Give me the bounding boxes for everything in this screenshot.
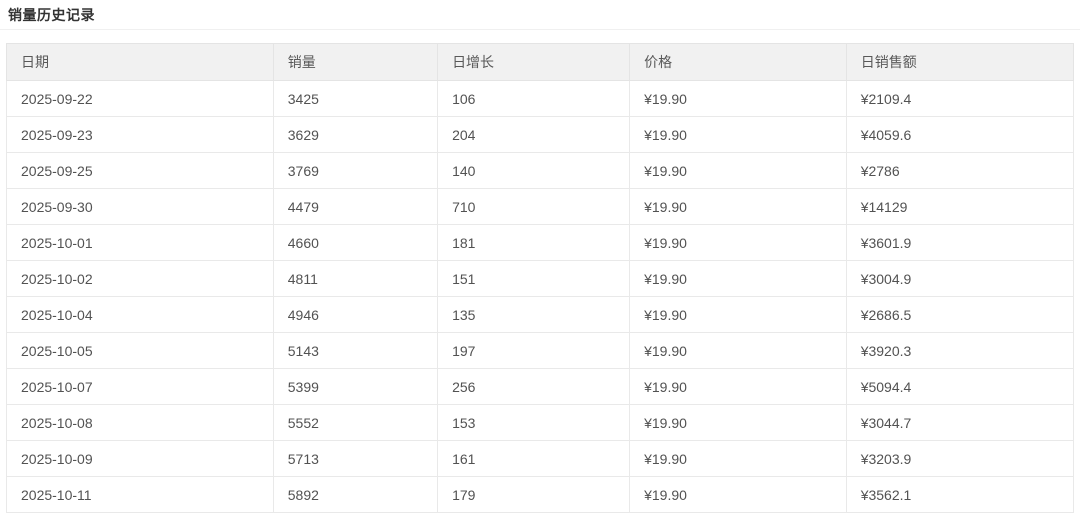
cell-sales: 4946 — [272, 296, 439, 333]
cell-date: 2025-10-08 — [6, 404, 274, 441]
column-header-growth: 日增长 — [437, 43, 631, 81]
cell-price: ¥19.90 — [629, 296, 847, 333]
cell-date: 2025-09-30 — [6, 188, 274, 225]
table-row: 2025-09-30 4479 710 ¥19.90 ¥14129 — [6, 188, 1075, 225]
cell-growth: 256 — [437, 368, 631, 405]
column-header-revenue: 日销售额 — [845, 43, 1075, 81]
table-row: 2025-10-05 5143 197 ¥19.90 ¥3920.3 — [6, 332, 1075, 369]
cell-date: 2025-10-07 — [6, 368, 274, 405]
cell-price: ¥19.90 — [629, 260, 847, 297]
cell-price: ¥19.90 — [629, 404, 847, 441]
cell-revenue: ¥3562.1 — [845, 476, 1075, 513]
cell-revenue: ¥5094.4 — [845, 368, 1075, 405]
table-body: 2025-09-22 3425 106 ¥19.90 ¥2109.4 2025-09-23… — [6, 80, 1075, 513]
cell-sales: 3629 — [272, 116, 439, 153]
cell-sales: 5143 — [272, 332, 439, 369]
cell-price: ¥19.90 — [629, 152, 847, 189]
table-row: 2025-10-08 5552 153 ¥19.90 ¥3044.7 — [6, 404, 1075, 441]
table-row: 2025-09-25 3769 140 ¥19.90 ¥2786 — [6, 152, 1075, 189]
cell-growth: 140 — [437, 152, 631, 189]
table-header: 日期 销量 日增长 价格 日销售额 — [6, 43, 1075, 81]
cell-growth: 710 — [437, 188, 631, 225]
cell-growth: 151 — [437, 260, 631, 297]
table-row: 2025-09-22 3425 106 ¥19.90 ¥2109.4 — [6, 80, 1075, 117]
table-row: 2025-10-07 5399 256 ¥19.90 ¥5094.4 — [6, 368, 1075, 405]
cell-growth: 179 — [437, 476, 631, 513]
cell-sales: 4660 — [272, 224, 439, 261]
cell-date: 2025-10-01 — [6, 224, 274, 261]
cell-sales: 4811 — [272, 260, 439, 297]
table-row: 2025-10-04 4946 135 ¥19.90 ¥2686.5 — [6, 296, 1075, 333]
cell-date: 2025-09-22 — [6, 80, 274, 117]
sales-history-table: 日期 销量 日增长 价格 日销售额 2025-09-22 3425 106 ¥19.9… — [6, 43, 1075, 513]
cell-date: 2025-10-02 — [6, 260, 274, 297]
cell-sales: 5399 — [272, 368, 439, 405]
cell-date: 2025-10-11 — [6, 476, 274, 513]
column-header-sales: 销量 — [272, 43, 439, 81]
page-title: 销量历史记录 — [8, 6, 95, 23]
title-bar: 销量历史记录 — [0, 0, 1080, 30]
column-header-date: 日期 — [6, 43, 274, 81]
cell-revenue: ¥3004.9 — [845, 260, 1075, 297]
cell-price: ¥19.90 — [629, 332, 847, 369]
cell-revenue: ¥14129 — [845, 188, 1075, 225]
sales-history-table-container: 日期 销量 日增长 价格 日销售额 2025-09-22 3425 106 ¥19.9… — [6, 43, 1075, 513]
cell-date: 2025-10-04 — [6, 296, 274, 333]
cell-sales: 5552 — [272, 404, 439, 441]
cell-growth: 197 — [437, 332, 631, 369]
cell-growth: 181 — [437, 224, 631, 261]
cell-revenue: ¥2109.4 — [845, 80, 1075, 117]
cell-revenue: ¥3920.3 — [845, 332, 1075, 369]
cell-price: ¥19.90 — [629, 440, 847, 477]
cell-price: ¥19.90 — [629, 368, 847, 405]
cell-revenue: ¥2786 — [845, 152, 1075, 189]
cell-price: ¥19.90 — [629, 476, 847, 513]
column-header-price: 价格 — [629, 43, 847, 81]
cell-revenue: ¥3601.9 — [845, 224, 1075, 261]
table-row: 2025-10-09 5713 161 ¥19.90 ¥3203.9 — [6, 440, 1075, 477]
table-row: 2025-10-02 4811 151 ¥19.90 ¥3004.9 — [6, 260, 1075, 297]
table-row: 2025-10-11 5892 179 ¥19.90 ¥3562.1 — [6, 476, 1075, 513]
cell-price: ¥19.90 — [629, 116, 847, 153]
cell-growth: 161 — [437, 440, 631, 477]
cell-sales: 4479 — [272, 188, 439, 225]
cell-price: ¥19.90 — [629, 224, 847, 261]
cell-date: 2025-09-25 — [6, 152, 274, 189]
cell-revenue: ¥4059.6 — [845, 116, 1075, 153]
cell-revenue: ¥2686.5 — [845, 296, 1075, 333]
cell-sales: 5892 — [272, 476, 439, 513]
cell-price: ¥19.90 — [629, 80, 847, 117]
cell-growth: 135 — [437, 296, 631, 333]
cell-sales: 5713 — [272, 440, 439, 477]
cell-date: 2025-10-05 — [6, 332, 274, 369]
cell-sales: 3425 — [272, 80, 439, 117]
table-header-row: 日期 销量 日增长 价格 日销售额 — [6, 43, 1075, 81]
cell-revenue: ¥3203.9 — [845, 440, 1075, 477]
cell-revenue: ¥3044.7 — [845, 404, 1075, 441]
cell-sales: 3769 — [272, 152, 439, 189]
cell-date: 2025-09-23 — [6, 116, 274, 153]
cell-price: ¥19.90 — [629, 188, 847, 225]
cell-growth: 204 — [437, 116, 631, 153]
cell-date: 2025-10-09 — [6, 440, 274, 477]
cell-growth: 153 — [437, 404, 631, 441]
table-row: 2025-10-01 4660 181 ¥19.90 ¥3601.9 — [6, 224, 1075, 261]
cell-growth: 106 — [437, 80, 631, 117]
table-row: 2025-09-23 3629 204 ¥19.90 ¥4059.6 — [6, 116, 1075, 153]
